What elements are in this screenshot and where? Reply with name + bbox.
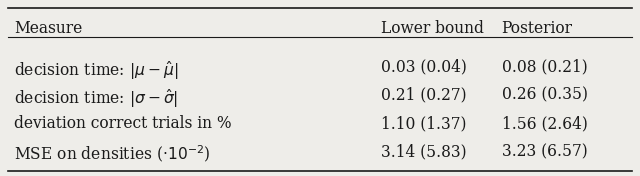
Text: 1.10 (1.37): 1.10 (1.37)	[381, 115, 466, 132]
Text: Lower bound: Lower bound	[381, 20, 483, 37]
Text: 0.26 (0.35): 0.26 (0.35)	[502, 87, 588, 104]
Text: MSE on densities ($\cdot 10^{-2}$): MSE on densities ($\cdot 10^{-2}$)	[14, 143, 211, 164]
Text: 0.03 (0.04): 0.03 (0.04)	[381, 59, 467, 76]
Text: 3.14 (5.83): 3.14 (5.83)	[381, 143, 466, 160]
Text: 3.23 (6.57): 3.23 (6.57)	[502, 143, 588, 160]
Text: 0.08 (0.21): 0.08 (0.21)	[502, 59, 588, 76]
Text: 0.21 (0.27): 0.21 (0.27)	[381, 87, 466, 104]
Text: 1.56 (2.64): 1.56 (2.64)	[502, 115, 588, 132]
Text: Measure: Measure	[14, 20, 83, 37]
Text: Posterior: Posterior	[502, 20, 573, 37]
Text: deviation correct trials in %: deviation correct trials in %	[14, 115, 232, 132]
Text: decision time: $|\mu - \hat{\mu}|$: decision time: $|\mu - \hat{\mu}|$	[14, 59, 179, 81]
Text: decision time: $|\sigma - \hat{\sigma}|$: decision time: $|\sigma - \hat{\sigma}|$	[14, 87, 179, 110]
